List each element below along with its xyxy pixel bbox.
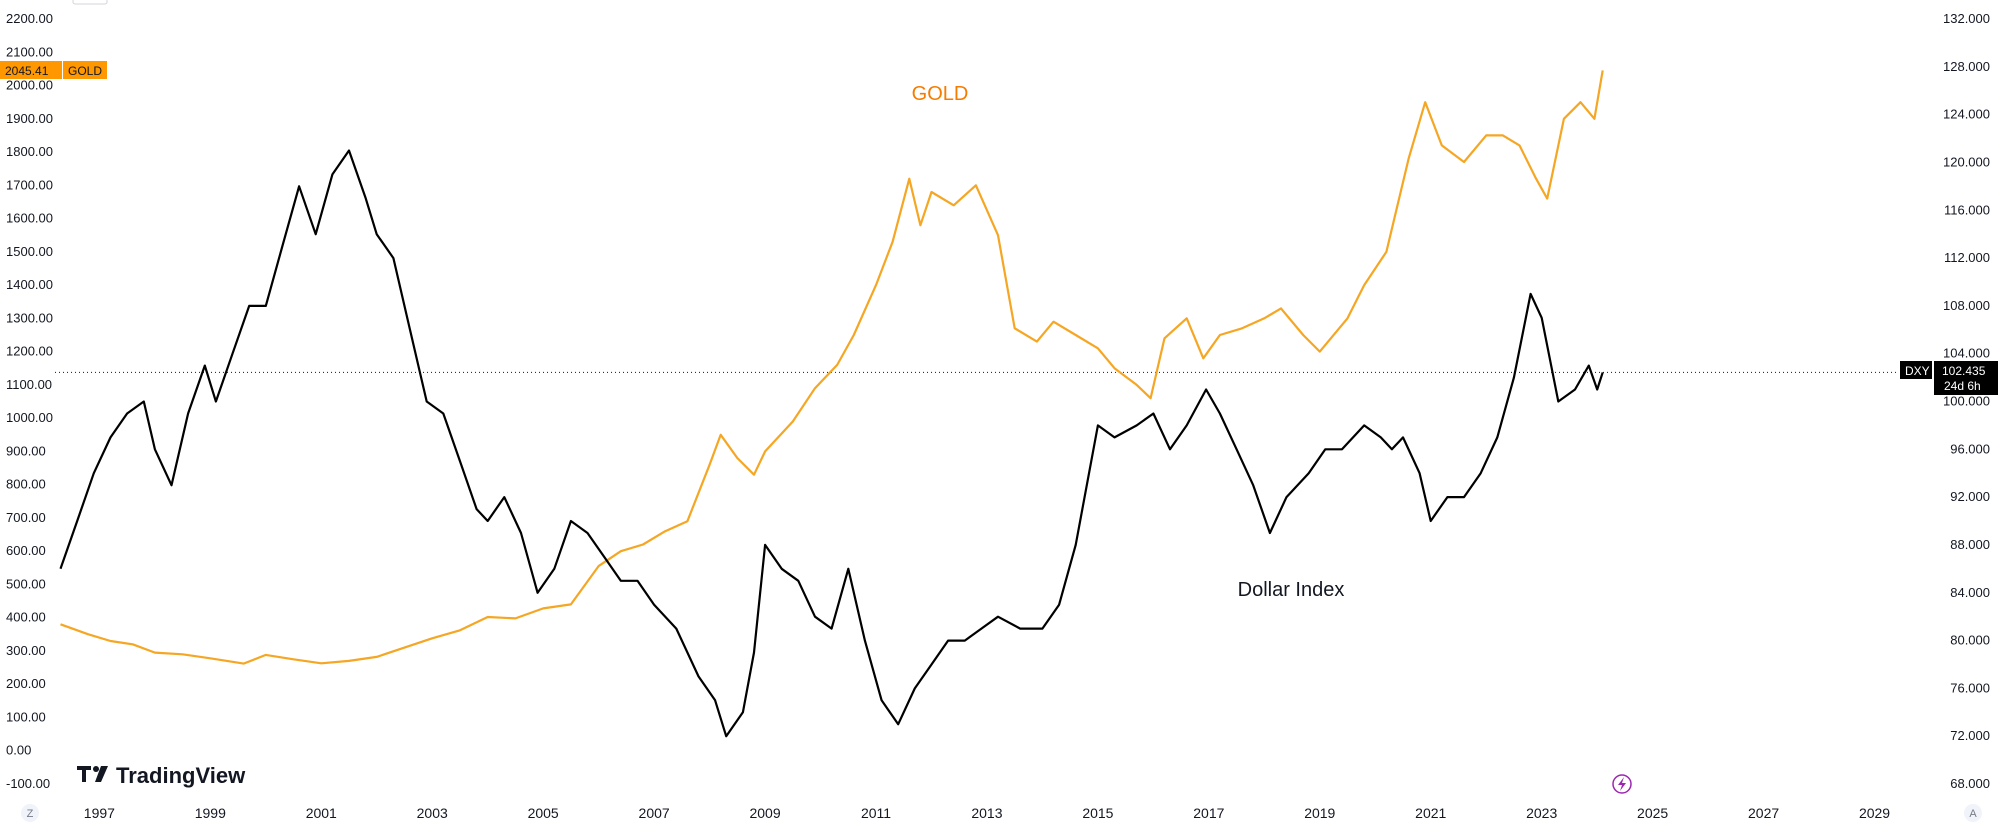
left-axis-tick-label: 100.00 bbox=[6, 709, 46, 724]
left-axis-tick-label: 400.00 bbox=[6, 610, 46, 625]
left-axis-tick-label: 1000.00 bbox=[6, 410, 53, 425]
left-axis-tick-label: 1200.00 bbox=[6, 344, 53, 359]
gold-price-tag: 2045.41 GOLD bbox=[0, 61, 107, 79]
left-price-axis[interactable]: -100.00 0.00 100.00 200.00 300.00 400.00 500.0… bbox=[6, 11, 53, 791]
gold-tag-symbol: GOLD bbox=[68, 64, 102, 78]
right-axis-tick-label: 108.000 bbox=[1943, 298, 1990, 313]
left-axis-tick-label: 500.00 bbox=[6, 576, 46, 591]
time-axis-tick-label: 2011 bbox=[861, 805, 891, 821]
left-axis-tick-label: 600.00 bbox=[6, 543, 46, 558]
right-corner-label: A bbox=[1969, 808, 1977, 820]
right-axis-tick-label: 128.000 bbox=[1943, 59, 1990, 74]
left-axis-tick-label: 800.00 bbox=[6, 477, 46, 492]
time-axis-tick-label: 2013 bbox=[971, 805, 1002, 821]
time-axis-tick-label: 2021 bbox=[1415, 805, 1446, 821]
legend-stub[interactable] bbox=[72, 0, 108, 5]
dollar-index-annotation: Dollar Index bbox=[1238, 579, 1345, 601]
time-axis-tick-label: 2009 bbox=[749, 805, 780, 821]
tradingview-logo-icon bbox=[77, 766, 108, 782]
right-axis-tick-label: 92.000 bbox=[1950, 489, 1990, 504]
time-axis[interactable]: 1997 1999 2001 2003 2005 2007 2009 2011 2013 2015… bbox=[84, 805, 1891, 821]
time-axis-tick-label: 2007 bbox=[639, 805, 670, 821]
dxy-series-line[interactable] bbox=[59, 149, 1604, 738]
time-axis-tick-label: 2025 bbox=[1637, 805, 1668, 821]
right-axis-tick-label: 104.000 bbox=[1943, 346, 1990, 361]
right-axis-tick-label: 100.000 bbox=[1943, 394, 1990, 409]
left-axis-tick-label: 200.00 bbox=[6, 676, 46, 691]
left-axis-tick-label: 2200.00 bbox=[6, 11, 53, 26]
left-axis-tick-label: -100.00 bbox=[6, 776, 50, 791]
auto-scale-button[interactable]: A bbox=[1964, 804, 1982, 822]
right-axis-tick-label: 88.000 bbox=[1950, 537, 1990, 552]
gold-series-line[interactable] bbox=[60, 70, 1604, 665]
dxy-tag-symbol: DXY bbox=[1905, 364, 1930, 378]
right-axis-tick-label: 124.000 bbox=[1943, 107, 1990, 122]
dxy-price-tag: DXY 102.435 24d 6h bbox=[1900, 361, 1998, 395]
right-axis-tick-label: 68.000 bbox=[1950, 776, 1990, 791]
scale-mode-left-button[interactable]: Z bbox=[21, 804, 39, 822]
left-axis-tick-label: 900.00 bbox=[6, 443, 46, 458]
time-axis-tick-label: 2017 bbox=[1193, 805, 1224, 821]
right-axis-tick-label: 76.000 bbox=[1950, 680, 1990, 695]
time-axis-tick-label: 1997 bbox=[84, 805, 115, 821]
left-axis-tick-label: 0.00 bbox=[6, 743, 31, 758]
time-axis-tick-label: 2003 bbox=[417, 805, 448, 821]
time-axis-tick-label: 2027 bbox=[1748, 805, 1779, 821]
right-axis-tick-label: 72.000 bbox=[1950, 728, 1990, 743]
left-axis-tick-label: 1400.00 bbox=[6, 277, 53, 292]
gold-tag-value: 2045.41 bbox=[5, 64, 49, 78]
time-axis-tick-label: 2015 bbox=[1082, 805, 1113, 821]
right-axis-tick-label: 132.000 bbox=[1943, 11, 1990, 26]
left-axis-tick-label: 1900.00 bbox=[6, 111, 53, 126]
left-axis-tick-label: 1500.00 bbox=[6, 244, 53, 259]
lightning-icon[interactable] bbox=[1612, 774, 1632, 794]
left-axis-tick-label: 2000.00 bbox=[6, 78, 53, 93]
right-axis-tick-label: 80.000 bbox=[1950, 633, 1990, 648]
dxy-tag-value: 102.435 bbox=[1942, 364, 1986, 378]
dxy-tag-countdown: 24d 6h bbox=[1944, 379, 1981, 393]
time-axis-tick-label: 2019 bbox=[1304, 805, 1335, 821]
left-axis-tick-label: 300.00 bbox=[6, 643, 46, 658]
left-axis-tick-label: 1100.00 bbox=[6, 377, 52, 392]
left-axis-tick-label: 1600.00 bbox=[6, 211, 53, 226]
left-axis-tick-label: 1300.00 bbox=[6, 310, 53, 325]
tradingview-logo[interactable]: TradingView bbox=[77, 763, 246, 788]
left-axis-tick-label: 2100.00 bbox=[6, 44, 53, 59]
time-axis-tick-label: 2023 bbox=[1526, 805, 1557, 821]
time-axis-tick-label: 1999 bbox=[195, 805, 226, 821]
time-axis-tick-label: 2005 bbox=[528, 805, 559, 821]
right-axis-tick-label: 96.000 bbox=[1950, 441, 1990, 456]
left-axis-tick-label: 1800.00 bbox=[6, 144, 53, 159]
time-axis-tick-label: 2001 bbox=[306, 805, 337, 821]
right-price-axis[interactable]: 68.000 72.000 76.000 80.000 84.000 88.000 92.0… bbox=[1943, 11, 1990, 791]
right-axis-tick-label: 120.000 bbox=[1943, 154, 1990, 169]
right-axis-tick-label: 84.000 bbox=[1950, 585, 1990, 600]
gold-annotation: GOLD bbox=[912, 83, 969, 105]
right-axis-tick-label: 116.000 bbox=[1944, 202, 1990, 217]
left-axis-tick-label: 1700.00 bbox=[6, 177, 53, 192]
left-axis-tick-label: 700.00 bbox=[6, 510, 46, 525]
left-corner-label: Z bbox=[27, 808, 34, 820]
right-axis-tick-label: 112.000 bbox=[1944, 250, 1990, 265]
tradingview-logo-text: TradingView bbox=[116, 763, 246, 788]
time-axis-tick-label: 2029 bbox=[1859, 805, 1890, 821]
